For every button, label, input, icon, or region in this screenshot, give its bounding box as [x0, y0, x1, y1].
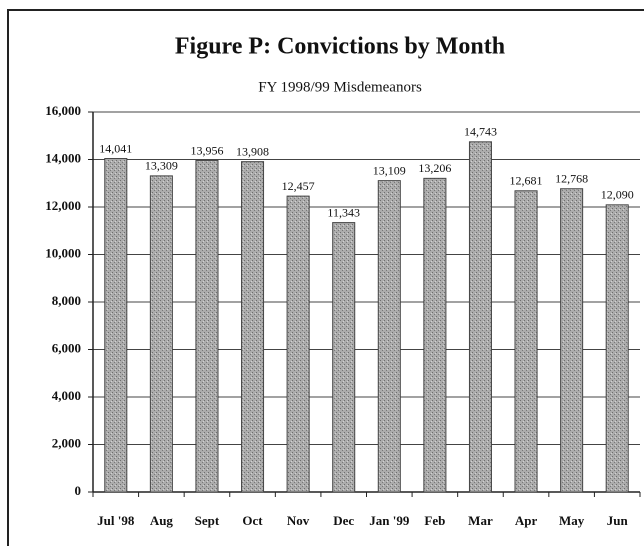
x-tick-label: Jul '98: [97, 513, 135, 528]
value-label: 12,457: [282, 179, 315, 193]
bar: [423, 177, 447, 493]
x-tick-label: Feb: [424, 513, 445, 528]
x-tick-label: Aug: [150, 513, 174, 528]
bar-tint: [469, 141, 492, 492]
x-tick-label: Apr: [515, 513, 538, 528]
bar: [241, 161, 265, 493]
chart-title: Figure P: Convictions by Month: [175, 34, 505, 60]
bar-tint: [423, 178, 446, 493]
bar: [605, 204, 629, 493]
value-label: 13,908: [236, 144, 269, 158]
y-tick-label: 10,000: [45, 245, 81, 260]
y-tick-label: 8,000: [52, 293, 81, 308]
x-tick-label: Sept: [195, 513, 220, 528]
bar: [377, 180, 401, 493]
bar: [468, 141, 492, 493]
y-tick-label: 14,000: [45, 150, 81, 165]
value-label: 12,681: [510, 174, 543, 188]
bar-tint: [287, 196, 310, 493]
value-label: 14,041: [99, 141, 132, 155]
bar: [149, 175, 173, 493]
bar-tint: [241, 161, 264, 492]
value-label: 12,768: [555, 172, 588, 186]
bar-tint: [104, 158, 127, 492]
frame: [7, 9, 644, 546]
value-label: 13,109: [373, 163, 406, 177]
x-tick-label: Mar: [468, 513, 493, 528]
y-tick-label: 2,000: [52, 435, 81, 450]
bar-tint: [195, 160, 218, 493]
x-tick-label: Jun: [607, 513, 629, 528]
y-tick-label: 16,000: [45, 103, 81, 118]
y-tick-label: 0: [75, 483, 82, 498]
bar-tint: [606, 204, 629, 493]
x-tick-label: Oct: [242, 513, 263, 528]
chart-subtitle: FY 1998/99 Misdemeanors: [258, 79, 422, 95]
bar-tint: [515, 190, 538, 493]
value-label: 14,743: [464, 125, 497, 139]
y-tick-label: 6,000: [52, 340, 81, 355]
bar-tint: [560, 188, 583, 492]
value-label: 12,090: [601, 188, 634, 202]
bar: [104, 158, 128, 493]
x-tick-label: Jan '99: [369, 513, 410, 528]
bar: [560, 188, 584, 493]
x-tick-label: Dec: [333, 513, 354, 528]
bar: [332, 222, 356, 493]
bar-tint: [150, 175, 173, 492]
bar-tint: [332, 222, 355, 492]
value-label: 11,343: [327, 205, 360, 219]
bar: [286, 195, 310, 493]
value-label: 13,956: [190, 143, 223, 157]
value-label: 13,309: [145, 159, 178, 173]
bar: [514, 190, 538, 493]
value-label: 13,206: [418, 161, 451, 175]
y-tick-label: 4,000: [52, 388, 81, 403]
bar-tint: [378, 180, 401, 492]
y-tick-label: 12,000: [45, 198, 81, 213]
x-tick-label: May: [559, 513, 585, 528]
bar: [195, 160, 219, 493]
x-tick-label: Nov: [287, 513, 310, 528]
